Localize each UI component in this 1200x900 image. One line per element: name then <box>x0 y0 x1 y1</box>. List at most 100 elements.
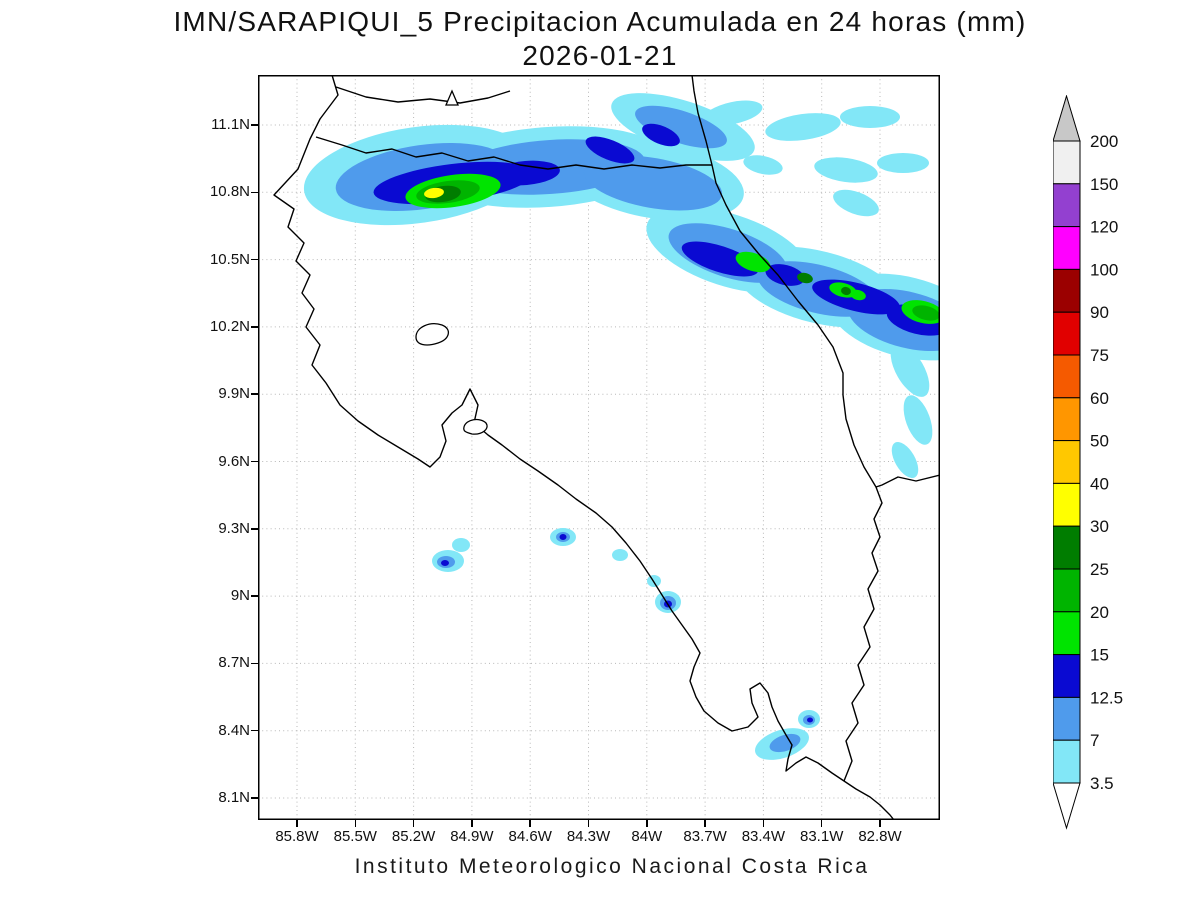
colorbar-segment-60-75 <box>1052 354 1081 399</box>
axis-tick <box>251 191 258 194</box>
precip-contour-25 <box>797 272 813 284</box>
colorbar-label: 50 <box>1090 432 1109 451</box>
axis-tick <box>762 820 765 827</box>
colorbar-label: 150 <box>1090 175 1118 194</box>
colorbar-segment-40-50 <box>1052 440 1081 484</box>
axis-tick <box>412 820 415 827</box>
colorbar-label: 100 <box>1090 260 1118 279</box>
precip-contour-3.5 <box>877 153 929 173</box>
axis-tick <box>251 326 258 328</box>
lat-tick-label: 8.7N <box>218 654 250 672</box>
axis-tick <box>251 258 258 261</box>
island-lake-outline <box>463 418 488 435</box>
precip-contour-12.5 <box>441 560 449 566</box>
colorbar-label: 15 <box>1090 646 1109 665</box>
colorbar-label: 3.5 <box>1090 774 1114 793</box>
axis-tick <box>251 124 258 126</box>
colorbar-label: 75 <box>1090 346 1109 365</box>
colorbar-canvas: 200 150 120 100 90 75 60 50 40 30 25 20 15 12.5 7 3.5 <box>1052 94 1123 830</box>
precip-contour-12.5 <box>642 123 680 147</box>
lon-tick-label: 84W <box>631 828 663 845</box>
colorbar-label: 25 <box>1090 560 1109 579</box>
precipitation-colorbar: 200 150 120 100 90 75 60 50 40 30 25 20 15 12.5 7 3.5 <box>1052 94 1193 840</box>
colorbar-label: 200 <box>1090 132 1118 151</box>
axis-tick <box>251 595 258 597</box>
lon-tick-label: 82.8W <box>858 828 902 845</box>
colorbar-label: 90 <box>1090 303 1109 322</box>
precip-contour-3.5 <box>891 441 919 479</box>
attribution-text: Instituto Meteorologico Nacional Costa R… <box>354 855 870 878</box>
lat-tick-label: 9.3N <box>218 519 250 537</box>
colorbar-segment-20-25 <box>1052 568 1081 613</box>
colorbar-segment-12.5-15 <box>1052 654 1081 698</box>
precip-contour-3.5 <box>612 549 628 561</box>
axis-tick <box>471 820 473 827</box>
colorbar-label: 120 <box>1090 218 1118 237</box>
axis-tick <box>646 820 648 827</box>
axis-tick <box>251 797 258 799</box>
precip-contour-12.5 <box>492 160 560 186</box>
axis-tick <box>529 820 531 827</box>
lat-tick-label: 11.1N <box>211 116 250 133</box>
lon-tick-label: 84.3W <box>566 828 611 845</box>
precip-contour-30 <box>424 187 444 199</box>
colorbar-segment-50-60 <box>1052 397 1081 442</box>
axis-tick <box>251 729 258 732</box>
colorbar-segment-150-200 <box>1052 140 1081 185</box>
lon-tick-label: 85.8W <box>275 828 319 845</box>
precip-contour-3.5 <box>743 155 783 175</box>
axis-tick <box>354 820 357 827</box>
precip-contour-15 <box>850 289 866 301</box>
lat-tick-label: 10.5N <box>209 250 250 268</box>
axis-tick <box>704 820 706 827</box>
axis-tick <box>251 662 258 665</box>
precip-contour-3.5 <box>890 343 930 397</box>
axis-tick <box>251 393 258 395</box>
precip-contour-12.5 <box>559 534 567 540</box>
precip-contour-12.5 <box>807 717 813 723</box>
lat-tick-label: 9.9N <box>218 385 250 403</box>
colorbar-segment-75-90 <box>1052 311 1081 356</box>
colorbar-segment-7-12.5 <box>1052 696 1081 741</box>
lat-tick-label: 9.6N <box>218 452 250 470</box>
lat-tick-label: 10.8N <box>209 183 250 201</box>
precip-contour-12.5 <box>585 136 635 164</box>
colorbar-label: 40 <box>1090 474 1109 493</box>
lon-tick-label: 83.4W <box>741 828 786 845</box>
lon-tick-label: 83.7W <box>683 828 727 845</box>
colorbar-triangle-bottom <box>1052 782 1081 830</box>
precip-contour-7 <box>583 155 723 211</box>
colorbar-label: 30 <box>1090 517 1109 536</box>
map-frame <box>258 75 940 820</box>
lat-tick-label: 9N <box>230 587 250 605</box>
coastline <box>691 74 941 488</box>
lon-tick-label: 83.1W <box>800 828 844 845</box>
colorbar-segment-15-20 <box>1052 611 1081 656</box>
island-lake-outline <box>415 323 449 346</box>
precip-contour-3.5 <box>814 157 878 183</box>
island-lake-outline <box>445 89 459 106</box>
axis-tick <box>587 820 590 827</box>
colorbar-segment-120-150 <box>1052 183 1081 228</box>
lon-tick-label: 85.2W <box>391 828 436 845</box>
lon-tick-label: 84.9W <box>450 828 494 845</box>
precip-contour-20 <box>912 305 940 321</box>
precip-contour-3.5 <box>765 113 841 141</box>
colorbar-segment-25-30 <box>1052 525 1081 570</box>
colorbar-segment-90-100 <box>1052 268 1081 313</box>
page-title: IMN/SARAPIQUI_5 Precipitacion Acumulada … <box>173 6 1027 37</box>
map-canvas <box>258 74 985 821</box>
axis-tick <box>251 460 258 463</box>
precip-contour-3.5 <box>903 395 933 445</box>
axis-tick <box>820 820 823 827</box>
colorbar-segment-3.5-7 <box>1052 739 1081 784</box>
map-plot-area <box>258 74 985 821</box>
colorbar-segment-100-120 <box>1052 226 1081 270</box>
precip-contour-12.5 <box>681 241 759 277</box>
colorbar-label: 12.5 <box>1090 688 1123 707</box>
precip-contour-7 <box>635 105 727 149</box>
precip-contour-12.5 <box>765 264 805 286</box>
precip-contour-3.5 <box>703 100 763 126</box>
page-title-date: 2026-01-21 <box>522 40 678 71</box>
